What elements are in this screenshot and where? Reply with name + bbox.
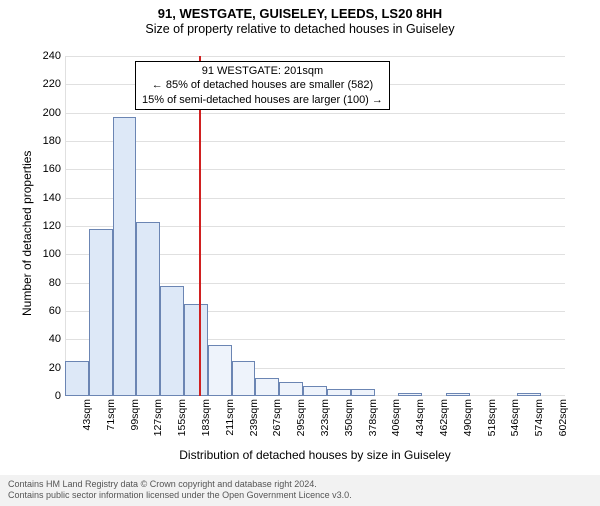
page-title: 91, WESTGATE, GUISELEY, LEEDS, LS20 8HH: [0, 6, 600, 21]
y-tick-label: 100: [31, 248, 61, 260]
y-tick-label: 200: [31, 107, 61, 119]
x-tick-label: 406sqm: [390, 399, 402, 436]
histogram-bar: [398, 393, 422, 396]
x-tick-label: 267sqm: [271, 399, 283, 436]
x-tick-label: 350sqm: [343, 399, 355, 436]
grid-line: [65, 56, 565, 57]
x-tick-label: 378sqm: [367, 399, 379, 436]
y-tick-label: 80: [31, 277, 61, 289]
y-tick-label: 0: [31, 390, 61, 402]
page-subtitle: Size of property relative to detached ho…: [0, 22, 600, 36]
y-tick-label: 60: [31, 305, 61, 317]
histogram-bar: [89, 229, 113, 396]
grid-line: [65, 113, 565, 114]
info-box-line: ← 85% of detached houses are smaller (58…: [142, 78, 383, 92]
histogram-bar: [136, 222, 160, 396]
x-tick-label: 574sqm: [533, 399, 545, 436]
info-box-line: 91 WESTGATE: 201sqm: [142, 64, 383, 78]
grid-line: [65, 141, 565, 142]
info-box-line: 15% of semi-detached houses are larger (…: [142, 93, 383, 107]
histogram-bar: [327, 389, 351, 396]
x-tick-label: 518sqm: [486, 399, 498, 436]
x-tick-label: 211sqm: [224, 399, 236, 436]
histogram-bar: [351, 389, 375, 396]
histogram-bar: [160, 286, 184, 397]
x-tick-label: 239sqm: [248, 399, 260, 436]
histogram-bar: [184, 304, 208, 396]
x-tick-label: 434sqm: [414, 399, 426, 436]
info-box: 91 WESTGATE: 201sqm← 85% of detached hou…: [135, 61, 390, 110]
x-tick-label: 99sqm: [129, 399, 141, 431]
histogram-bar: [255, 378, 279, 396]
footer-line-2: Contains public sector information licen…: [8, 490, 592, 502]
histogram-bar: [517, 393, 541, 396]
x-tick-label: 295sqm: [295, 399, 307, 436]
y-tick-label: 220: [31, 78, 61, 90]
y-tick-label: 180: [31, 135, 61, 147]
y-tick-label: 160: [31, 163, 61, 175]
histogram-bar: [303, 386, 327, 396]
x-tick-label: 183sqm: [200, 399, 212, 436]
x-tick-label: 546sqm: [509, 399, 521, 436]
histogram-bar: [279, 382, 303, 396]
x-tick-label: 323sqm: [319, 399, 331, 436]
x-tick-label: 71sqm: [105, 399, 117, 431]
y-axis-label: Number of detached properties: [20, 151, 34, 316]
x-tick-label: 490sqm: [462, 399, 474, 436]
x-tick-label: 43sqm: [81, 399, 93, 431]
y-tick-label: 140: [31, 192, 61, 204]
footer-line-1: Contains HM Land Registry data © Crown c…: [8, 479, 592, 491]
x-axis-label: Distribution of detached houses by size …: [65, 448, 565, 462]
x-tick-label: 127sqm: [152, 399, 164, 436]
y-tick-label: 240: [31, 50, 61, 62]
grid-line: [65, 198, 565, 199]
y-tick-label: 40: [31, 333, 61, 345]
histogram-bar: [113, 117, 137, 396]
y-tick-label: 120: [31, 220, 61, 232]
grid-line: [65, 169, 565, 170]
histogram-bar: [446, 393, 470, 396]
x-tick-label: 155sqm: [176, 399, 188, 436]
histogram-bar: [65, 361, 89, 396]
x-tick-label: 462sqm: [438, 399, 450, 436]
y-tick-label: 20: [31, 362, 61, 374]
x-tick-label: 602sqm: [557, 399, 569, 436]
footer: Contains HM Land Registry data © Crown c…: [0, 475, 600, 506]
histogram-bar: [208, 345, 232, 396]
histogram-bar: [232, 361, 256, 396]
